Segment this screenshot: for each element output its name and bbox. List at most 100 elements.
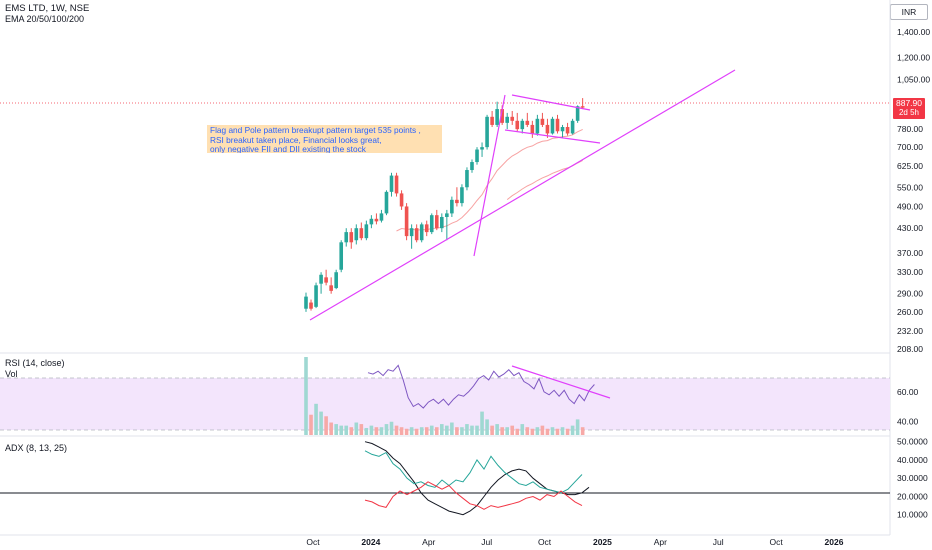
- rsi-trendline[interactable]: [511, 365, 611, 399]
- candle-body: [440, 216, 444, 229]
- candle-body: [394, 175, 399, 194]
- volume-bar: [429, 425, 434, 435]
- drawings[interactable]: [309, 69, 736, 399]
- volume-bar: [515, 428, 520, 435]
- candle-body: [389, 175, 394, 192]
- candle-body: [359, 228, 364, 239]
- adx-legend[interactable]: ADX (8, 13, 25): [5, 443, 68, 453]
- time-tick-label: Apr: [654, 537, 667, 547]
- candle-body: [505, 116, 509, 123]
- candle-body: [424, 224, 429, 233]
- volume-bar: [530, 428, 535, 435]
- volume-bar: [334, 424, 338, 435]
- price-tick-label: 330.00: [897, 267, 923, 277]
- price-tick-label: 1,050.00: [897, 75, 930, 85]
- time-tick-label: Apr: [422, 537, 435, 547]
- volume-bar: [379, 427, 384, 435]
- volume-bar: [450, 422, 454, 435]
- ema-legend[interactable]: EMA 20/50/100/200: [5, 14, 85, 24]
- volume-bar: [550, 427, 555, 435]
- rsi-axis[interactable]: 60.00 40.00: [897, 387, 919, 426]
- volume-bar: [470, 425, 474, 435]
- adx-series-line: [364, 450, 583, 494]
- volume-bar: [419, 427, 424, 435]
- volume-bar: [540, 425, 545, 435]
- bar-countdown: 2d 5h: [898, 108, 920, 117]
- candle-body: [555, 118, 560, 132]
- rsi-line: [367, 364, 595, 409]
- volume-bar: [374, 427, 379, 435]
- price-tick-label: 430.00: [897, 223, 923, 233]
- candle-body: [419, 224, 424, 241]
- volume-bar: [580, 427, 585, 435]
- volume-bar: [339, 425, 344, 435]
- volume-bar: [364, 427, 369, 435]
- candle-body: [319, 274, 323, 284]
- volume-bar: [414, 428, 419, 435]
- volume-bar: [575, 419, 580, 435]
- candle-body: [384, 191, 389, 214]
- vol-legend[interactable]: Vol: [5, 369, 18, 379]
- volume-bar: [495, 424, 499, 435]
- trendline-support[interactable]: [309, 69, 736, 321]
- candle-body: [495, 109, 499, 125]
- volume-bar: [535, 427, 540, 435]
- volume-bar: [500, 427, 504, 435]
- rsi-legend[interactable]: RSI (14, close): [5, 358, 65, 368]
- candle-body: [309, 302, 313, 309]
- trendline-pole[interactable]: [473, 94, 506, 257]
- adx-lines: [364, 441, 590, 516]
- volume-bar: [565, 428, 570, 435]
- pattern-annotation[interactable]: Flag and Pole pattern breakupt pattern t…: [207, 125, 442, 153]
- volume-bar: [389, 421, 394, 435]
- time-tick-label: Oct: [538, 537, 552, 547]
- flag-lower-line[interactable]: [504, 129, 601, 144]
- candle-body: [470, 162, 474, 171]
- candle-body: [550, 118, 555, 134]
- volume-bar: [329, 422, 333, 435]
- candle-body: [575, 106, 580, 121]
- adx-series-line: [364, 441, 590, 516]
- volume-bar: [570, 425, 575, 435]
- time-axis[interactable]: Oct 2024 Apr Jul Oct 2025 Apr Jul Oct 2026: [306, 537, 843, 547]
- volume-bar: [440, 424, 444, 435]
- candle-body: [475, 149, 479, 163]
- last-price-tag: 887.90 2d 5h: [893, 98, 925, 119]
- price-tick-label: 1,200.00: [897, 52, 930, 62]
- candle-body: [460, 187, 464, 204]
- price-tick-label: 290.00: [897, 289, 923, 299]
- rsi-line-path: [367, 364, 595, 409]
- volume-bar: [475, 425, 479, 435]
- volume-bar: [384, 424, 389, 435]
- price-tick-label: 625.00: [897, 161, 923, 171]
- adx-tick-label: 20.0000: [897, 491, 928, 501]
- rsi-band: [0, 378, 890, 430]
- time-tick-label: Oct: [769, 537, 783, 547]
- candle-body: [329, 285, 333, 291]
- candle-body: [429, 215, 434, 233]
- time-tick-label: 2025: [593, 537, 612, 547]
- candle-body: [404, 206, 409, 237]
- annotation-line: Flag and Pole pattern breakupt pattern t…: [210, 125, 421, 135]
- candle-body: [409, 228, 414, 237]
- candle-body: [580, 106, 585, 108]
- volume-bar: [505, 427, 509, 435]
- candle-body: [374, 218, 379, 222]
- candle-body: [500, 109, 504, 123]
- candle-body: [369, 218, 374, 225]
- volume-bar: [445, 425, 449, 435]
- price-axis[interactable]: 1,400.001,200.001,050.00900.00780.00700.…: [897, 27, 930, 354]
- volume-bar: [309, 414, 313, 435]
- flag-upper-line[interactable]: [511, 94, 591, 111]
- annotation-line: RSI breakut taken place, Financial looks…: [210, 134, 382, 145]
- candle-body: [525, 120, 530, 125]
- price-tick-label: 780.00: [897, 124, 923, 134]
- price-tick-label: 490.00: [897, 201, 923, 211]
- adx-series-line: [364, 481, 583, 510]
- adx-axis[interactable]: 50.0000 40.0000 30.0000 20.0000 10.0000: [897, 437, 928, 520]
- candle-body: [354, 228, 359, 241]
- volume-bar: [424, 427, 429, 435]
- volume-bar: [520, 424, 525, 435]
- price-tick-label: 700.00: [897, 142, 923, 152]
